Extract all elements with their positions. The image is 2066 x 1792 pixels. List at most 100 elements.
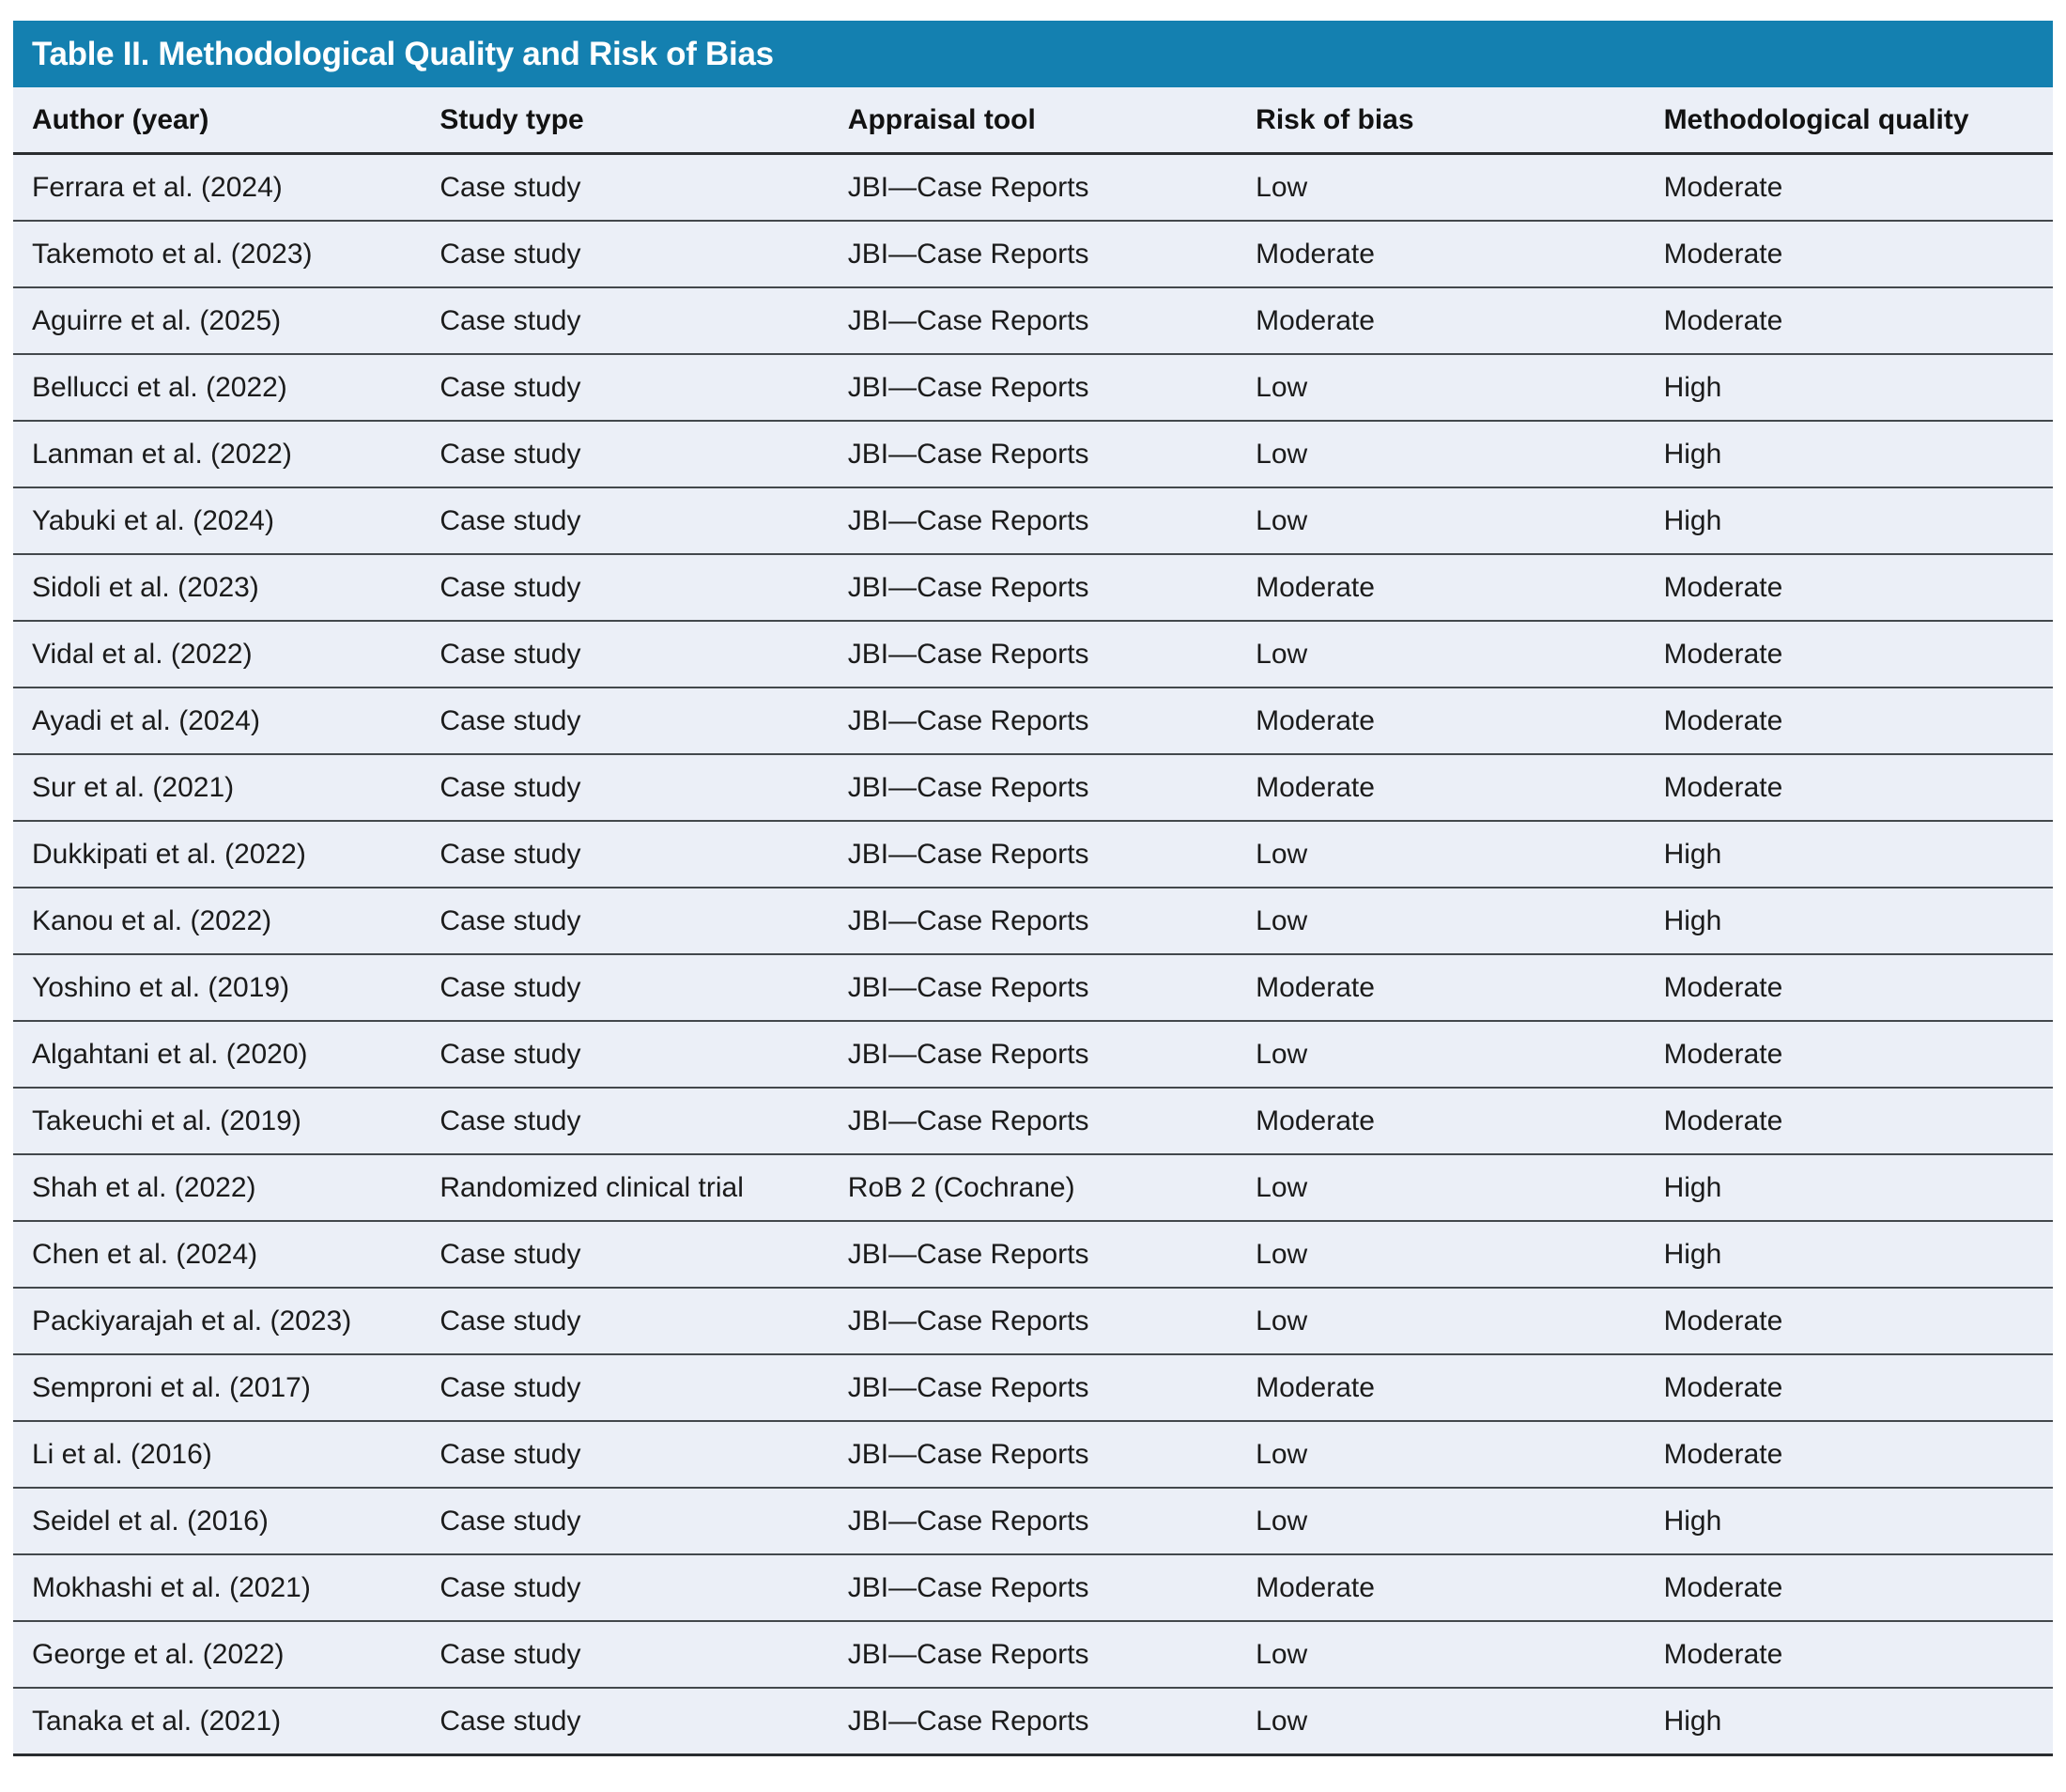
appraisal-tool-cell: JBI—Case Reports xyxy=(828,822,1238,888)
author-cell: Semproni et al. (2017) xyxy=(13,1355,422,1422)
study-type-cell: Case study xyxy=(421,1222,829,1289)
appraisal-tool-cell: JBI—Case Reports xyxy=(828,355,1238,422)
study-type-cell: Case study xyxy=(421,755,829,822)
study-type-cell: Case study xyxy=(421,1289,829,1355)
table-row: Semproni et al. (2017) Case study JBI—Ca… xyxy=(13,1355,2053,1422)
author-cell: Bellucci et al. (2022) xyxy=(13,355,422,422)
author-cell: Chen et al. (2024) xyxy=(13,1222,422,1289)
methodological-quality-cell: High xyxy=(1644,1489,2053,1555)
methodological-quality-cell: High xyxy=(1644,355,2053,422)
methodological-quality-cell: High xyxy=(1644,822,2053,888)
methodological-quality-cell: High xyxy=(1644,422,2053,488)
risk-of-bias-cell: Moderate xyxy=(1237,1355,1645,1422)
study-type-cell: Case study xyxy=(421,955,829,1022)
author-cell: Kanou et al. (2022) xyxy=(13,888,422,955)
methodological-quality-cell: Moderate xyxy=(1644,1289,2053,1355)
author-cell: Algahtani et al. (2020) xyxy=(13,1022,422,1089)
study-type-cell: Case study xyxy=(421,1422,829,1489)
study-type-cell: Case study xyxy=(421,222,829,288)
risk-of-bias-cell: Moderate xyxy=(1237,688,1645,755)
appraisal-tool-cell: JBI—Case Reports xyxy=(828,1355,1238,1422)
appraisal-tool-cell: JBI—Case Reports xyxy=(828,488,1238,555)
table-row: Mokhashi et al. (2021) Case study JBI—Ca… xyxy=(13,1555,2053,1622)
appraisal-tool-cell: JBI—Case Reports xyxy=(828,422,1238,488)
author-cell: Dukkipati et al. (2022) xyxy=(13,822,422,888)
methodological-quality-cell: Moderate xyxy=(1644,155,2053,222)
column-header-study-type: Study type xyxy=(421,87,829,155)
appraisal-tool-cell: RoB 2 (Cochrane) xyxy=(828,1155,1238,1222)
study-type-cell: Case study xyxy=(421,355,829,422)
methodological-quality-cell: High xyxy=(1644,1689,2053,1756)
author-cell: Tanaka et al. (2021) xyxy=(13,1689,422,1756)
appraisal-tool-cell: JBI—Case Reports xyxy=(828,1489,1238,1555)
appraisal-tool-cell: JBI—Case Reports xyxy=(828,555,1238,622)
risk-of-bias-cell: Low xyxy=(1237,1622,1645,1689)
study-type-cell: Case study xyxy=(421,1622,829,1689)
appraisal-tool-cell: JBI—Case Reports xyxy=(828,222,1238,288)
author-cell: Lanman et al. (2022) xyxy=(13,422,422,488)
author-cell: Aguirre et al. (2025) xyxy=(13,288,422,355)
risk-of-bias-cell: Low xyxy=(1237,1155,1645,1222)
study-type-cell: Case study xyxy=(421,1355,829,1422)
risk-of-bias-cell: Low xyxy=(1237,422,1645,488)
table-row: Algahtani et al. (2020) Case study JBI—C… xyxy=(13,1022,2053,1089)
study-type-cell: Randomized clinical trial xyxy=(421,1155,829,1222)
risk-of-bias-cell: Low xyxy=(1237,1222,1645,1289)
table-row: Bellucci et al. (2022) Case study JBI—Ca… xyxy=(13,355,2053,422)
header-row: Author (year) Study type Appraisal tool … xyxy=(13,87,2053,155)
risk-of-bias-cell: Moderate xyxy=(1237,955,1645,1022)
table-title-bar: Table II. Methodological Quality and Ris… xyxy=(13,21,2053,87)
methodological-quality-cell: Moderate xyxy=(1644,1622,2053,1689)
study-type-cell: Case study xyxy=(421,688,829,755)
risk-of-bias-cell: Low xyxy=(1237,1489,1645,1555)
author-cell: Yabuki et al. (2024) xyxy=(13,488,422,555)
methodological-quality-cell: Moderate xyxy=(1644,1089,2053,1155)
study-type-cell: Case study xyxy=(421,822,829,888)
risk-of-bias-cell: Low xyxy=(1237,822,1645,888)
appraisal-tool-cell: JBI—Case Reports xyxy=(828,1289,1238,1355)
table-row: Tanaka et al. (2021) Case study JBI—Case… xyxy=(13,1689,2053,1756)
author-cell: Vidal et al. (2022) xyxy=(13,622,422,688)
table-row: Yabuki et al. (2024) Case study JBI—Case… xyxy=(13,488,2053,555)
study-type-cell: Case study xyxy=(421,155,829,222)
methodological-quality-cell: Moderate xyxy=(1644,1022,2053,1089)
table-row: Yoshino et al. (2019) Case study JBI—Cas… xyxy=(13,955,2053,1022)
author-cell: Seidel et al. (2016) xyxy=(13,1489,422,1555)
risk-of-bias-cell: Low xyxy=(1237,622,1645,688)
author-cell: Takemoto et al. (2023) xyxy=(13,222,422,288)
table-row: Packiyarajah et al. (2023) Case study JB… xyxy=(13,1289,2053,1355)
table-row: Takeuchi et al. (2019) Case study JBI—Ca… xyxy=(13,1089,2053,1155)
table-row: Kanou et al. (2022) Case study JBI—Case … xyxy=(13,888,2053,955)
study-type-cell: Case study xyxy=(421,488,829,555)
study-type-cell: Case study xyxy=(421,422,829,488)
methodological-quality-cell: Moderate xyxy=(1644,755,2053,822)
appraisal-tool-cell: JBI—Case Reports xyxy=(828,155,1238,222)
study-type-cell: Case study xyxy=(421,555,829,622)
risk-of-bias-cell: Low xyxy=(1237,488,1645,555)
table-row: Ayadi et al. (2024) Case study JBI—Case … xyxy=(13,688,2053,755)
appraisal-tool-cell: JBI—Case Reports xyxy=(828,755,1238,822)
study-type-cell: Case study xyxy=(421,288,829,355)
column-header-methodological-quality: Methodological quality xyxy=(1644,87,2053,155)
risk-of-bias-cell: Low xyxy=(1237,1422,1645,1489)
study-type-cell: Case study xyxy=(421,1489,829,1555)
author-cell: Ferrara et al. (2024) xyxy=(13,155,422,222)
table-header: Author (year) Study type Appraisal tool … xyxy=(13,87,2053,155)
appraisal-tool-cell: JBI—Case Reports xyxy=(828,1089,1238,1155)
table-row: Vidal et al. (2022) Case study JBI—Case … xyxy=(13,622,2053,688)
column-header-author: Author (year) xyxy=(13,87,422,155)
column-header-appraisal-tool: Appraisal tool xyxy=(828,87,1238,155)
table-row: Sur et al. (2021) Case study JBI—Case Re… xyxy=(13,755,2053,822)
table-row: George et al. (2022) Case study JBI—Case… xyxy=(13,1622,2053,1689)
study-type-cell: Case study xyxy=(421,622,829,688)
author-cell: Yoshino et al. (2019) xyxy=(13,955,422,1022)
risk-of-bias-cell: Moderate xyxy=(1237,1089,1645,1155)
methodological-quality-cell: High xyxy=(1644,888,2053,955)
appraisal-tool-cell: JBI—Case Reports xyxy=(828,1422,1238,1489)
risk-of-bias-cell: Low xyxy=(1237,1022,1645,1089)
risk-of-bias-cell: Low xyxy=(1237,155,1645,222)
methodological-quality-cell: Moderate xyxy=(1644,1355,2053,1422)
methodological-quality-cell: Moderate xyxy=(1644,1555,2053,1622)
appraisal-tool-cell: JBI—Case Reports xyxy=(828,955,1238,1022)
risk-of-bias-cell: Moderate xyxy=(1237,222,1645,288)
